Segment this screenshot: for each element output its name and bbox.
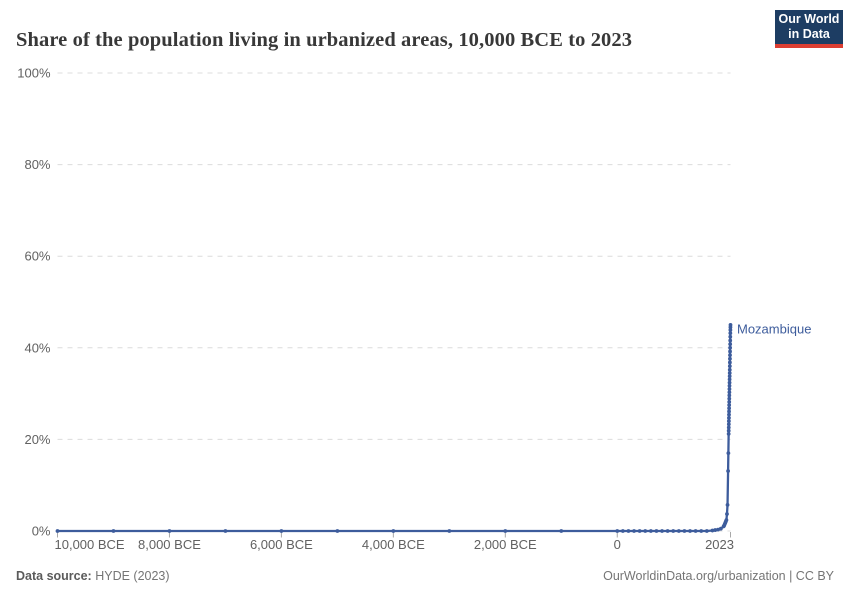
series-mozambique[interactable]: Mozambique (55, 321, 812, 533)
data-point[interactable] (713, 528, 718, 532)
data-point[interactable] (727, 415, 731, 420)
data-point[interactable] (559, 529, 564, 533)
data-point[interactable] (727, 399, 732, 404)
y-axis-tick-label: 60% (24, 249, 50, 264)
data-point[interactable] (728, 331, 733, 336)
data-point[interactable] (648, 529, 653, 533)
x-axis-tick-label: 4,000 BCE (362, 537, 425, 552)
x-axis: 10,000 BCE 8,000 BCE 6,000 BCE 4,000 BCE 2,0… (55, 532, 734, 552)
data-point[interactable] (724, 518, 729, 522)
data-point[interactable] (728, 328, 733, 332)
data-point[interactable] (726, 432, 731, 436)
data-line[interactable] (56, 323, 732, 533)
data-point[interactable] (335, 529, 340, 533)
data-point[interactable] (726, 428, 731, 433)
data-point[interactable] (727, 412, 731, 417)
footer-link[interactable]: OurWorldinData.org/urbanization | CC BY (603, 569, 834, 583)
x-axis-tick-label: 8,000 BCE (138, 537, 201, 552)
data-point[interactable] (447, 529, 452, 533)
data-point[interactable] (727, 377, 732, 382)
data-point[interactable] (279, 529, 284, 533)
chart-footer: Data source: HYDE (2023) OurWorldinData.… (16, 569, 834, 583)
data-point[interactable] (699, 529, 704, 533)
data-point[interactable] (725, 512, 729, 516)
data-point[interactable] (728, 334, 733, 339)
data-point[interactable] (710, 528, 715, 533)
data-point[interactable] (693, 529, 698, 533)
data-point[interactable] (727, 371, 732, 375)
data-point[interactable] (728, 356, 732, 361)
data-point[interactable] (727, 387, 732, 391)
data-point[interactable] (111, 529, 116, 533)
data-point[interactable] (503, 529, 508, 533)
data-point[interactable] (728, 353, 732, 358)
data-point[interactable] (728, 342, 733, 347)
data-point[interactable] (55, 529, 60, 533)
data-point[interactable] (728, 338, 733, 343)
y-axis-tick-label: 20% (24, 432, 50, 447)
data-point[interactable] (391, 529, 396, 533)
data-point[interactable] (632, 529, 636, 533)
data-point[interactable] (682, 529, 687, 533)
x-axis-tick-label: 6,000 BCE (250, 537, 313, 552)
data-point[interactable] (727, 390, 732, 395)
data-point[interactable] (223, 529, 228, 533)
x-axis-tick-label: 2023 (705, 537, 734, 552)
data-point[interactable] (718, 526, 723, 531)
data-point[interactable] (654, 529, 659, 533)
data-point[interactable] (728, 349, 732, 354)
data-point[interactable] (727, 403, 732, 407)
data-point[interactable] (727, 406, 731, 411)
data-point[interactable] (727, 380, 732, 385)
data-point[interactable] (615, 529, 620, 533)
data-point[interactable] (660, 529, 664, 533)
data-point[interactable] (671, 529, 676, 533)
x-axis-tick-label: 10,000 BCE (55, 537, 125, 552)
data-point[interactable] (676, 529, 681, 533)
data-point[interactable] (728, 323, 733, 327)
data-point[interactable] (727, 396, 732, 401)
data-point[interactable] (727, 364, 732, 369)
y-axis-tick-label: 100% (17, 66, 51, 81)
data-point[interactable] (688, 529, 692, 533)
y-axis-tick-label: 0% (32, 524, 51, 539)
data-point[interactable] (727, 409, 731, 414)
data-point[interactable] (726, 425, 731, 430)
y-axis-tick-label: 40% (24, 340, 50, 355)
data-point[interactable] (727, 367, 732, 372)
data-point[interactable] (727, 360, 732, 365)
x-axis-tick-label: 2,000 BCE (474, 537, 537, 552)
data-point[interactable] (665, 529, 670, 533)
data-point[interactable] (726, 469, 730, 473)
data-point[interactable] (727, 383, 732, 388)
data-point[interactable] (726, 419, 731, 423)
data-point[interactable] (704, 529, 709, 533)
data-point[interactable] (728, 345, 733, 350)
x-axis-tick-label: 0 (614, 537, 621, 552)
data-point[interactable] (637, 529, 642, 533)
data-point[interactable] (626, 529, 631, 533)
owid-logo-line1: Our World (778, 12, 840, 26)
owid-logo[interactable]: Our World in Data (775, 10, 843, 48)
gridlines: 0% 20% 40% 60% 80% 100% (17, 66, 731, 539)
data-point[interactable] (620, 529, 625, 533)
owid-logo-line2: in Data (788, 27, 830, 41)
data-point[interactable] (727, 374, 732, 379)
data-point[interactable] (726, 451, 731, 456)
y-axis-tick-label: 80% (24, 157, 50, 172)
data-point[interactable] (726, 422, 731, 427)
page-title: Share of the population living in urbani… (16, 28, 633, 51)
data-point[interactable] (167, 529, 172, 533)
data-point[interactable] (727, 393, 732, 398)
data-source-label: Data source: (16, 569, 92, 583)
data-point[interactable] (725, 502, 730, 507)
data-point[interactable] (643, 529, 648, 533)
series-label-mozambique[interactable]: Mozambique (737, 321, 811, 336)
data-source: Data source: HYDE (2023) (16, 569, 170, 583)
data-source-value: HYDE (2023) (91, 569, 170, 583)
